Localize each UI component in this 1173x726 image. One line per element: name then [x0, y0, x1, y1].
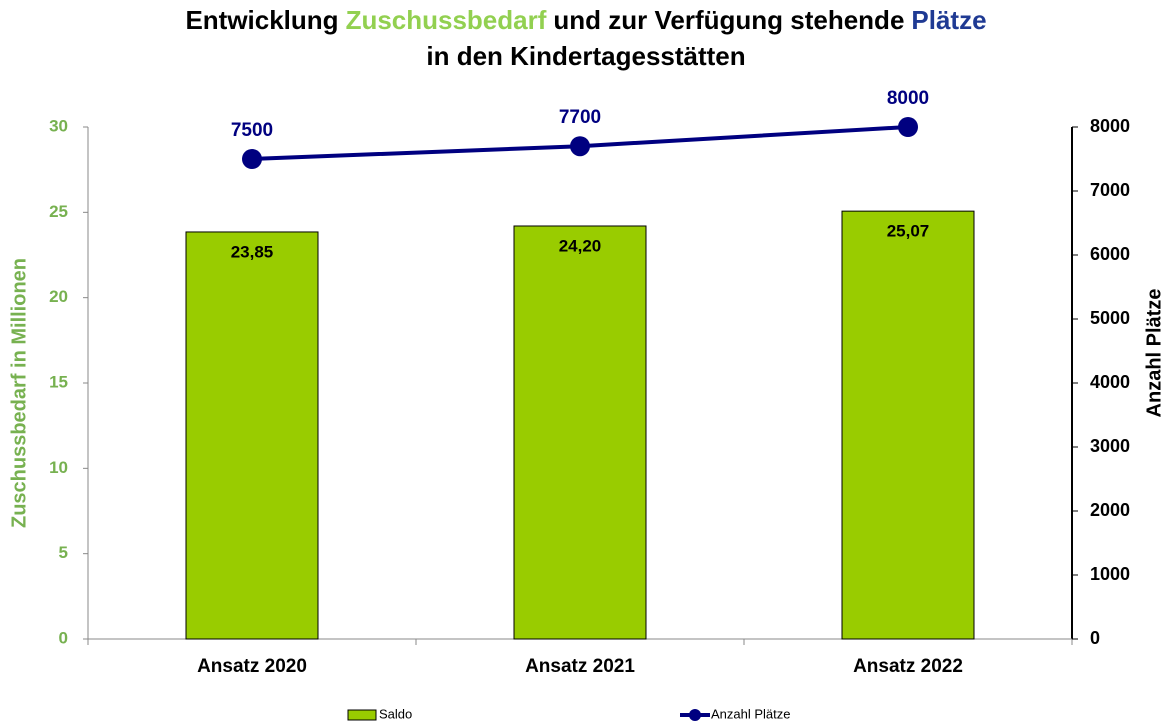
y2-tick-label: 3000 [1090, 436, 1130, 456]
bar [841, 210, 975, 640]
bar-value-label: 25,07 [887, 222, 930, 241]
x-tick-label: Ansatz 2021 [525, 656, 635, 677]
y2-tick-label: 6000 [1090, 244, 1130, 264]
title-part: und zur Verfügung stehende [553, 5, 904, 35]
line-marker [242, 149, 262, 169]
bar [185, 231, 319, 640]
line-value-label: 7700 [559, 107, 601, 128]
bar-value-label: 23,85 [231, 242, 274, 261]
chart-title: in den Kindertagesstätten [426, 41, 745, 71]
y-tick-label: 20 [49, 287, 68, 306]
y-tick-label: 5 [59, 543, 68, 562]
y-tick-label: 30 [49, 116, 68, 135]
y2-tick-label: 0 [1090, 628, 1100, 648]
legend-swatch [347, 709, 377, 721]
y2-tick-label: 4000 [1090, 372, 1130, 392]
y2-axis-label: Anzahl Plätze [1143, 289, 1165, 418]
y2-tick-label: 8000 [1090, 116, 1130, 136]
y-tick-label: 10 [49, 458, 68, 477]
y2-tick-label: 7000 [1090, 180, 1130, 200]
x-tick-label: Ansatz 2020 [197, 656, 307, 677]
y-tick-label: 15 [49, 372, 68, 391]
y-axis-label: Zuschussbedarf in Millionen [8, 258, 30, 528]
chart-title: Entwicklung Zuschussbedarf und zur Verfügu… [185, 5, 986, 35]
line-marker [570, 136, 590, 157]
x-tick-label: Ansatz 2022 [853, 656, 963, 677]
y2-tick-label: 5000 [1090, 308, 1130, 328]
title-part: Plätze [911, 5, 986, 35]
title-part: in den Kindertagesstätten [426, 41, 745, 71]
line-value-label: 8000 [887, 88, 929, 109]
y2-tick-label: 2000 [1090, 500, 1130, 520]
bar [513, 225, 647, 640]
title-part: Entwicklung [185, 5, 338, 35]
y-tick-label: 25 [49, 202, 68, 221]
legend-label: Anzahl Plätze [711, 706, 791, 721]
legend-label: Saldo [379, 706, 412, 721]
title-part: Zuschussbedarf [346, 5, 547, 35]
y2-tick-label: 1000 [1090, 564, 1130, 584]
line-value-label: 7500 [231, 120, 273, 141]
y-tick-label: 0 [59, 628, 68, 647]
line-marker [898, 117, 918, 137]
legend-marker [689, 709, 701, 721]
bar-value-label: 24,20 [559, 236, 602, 255]
